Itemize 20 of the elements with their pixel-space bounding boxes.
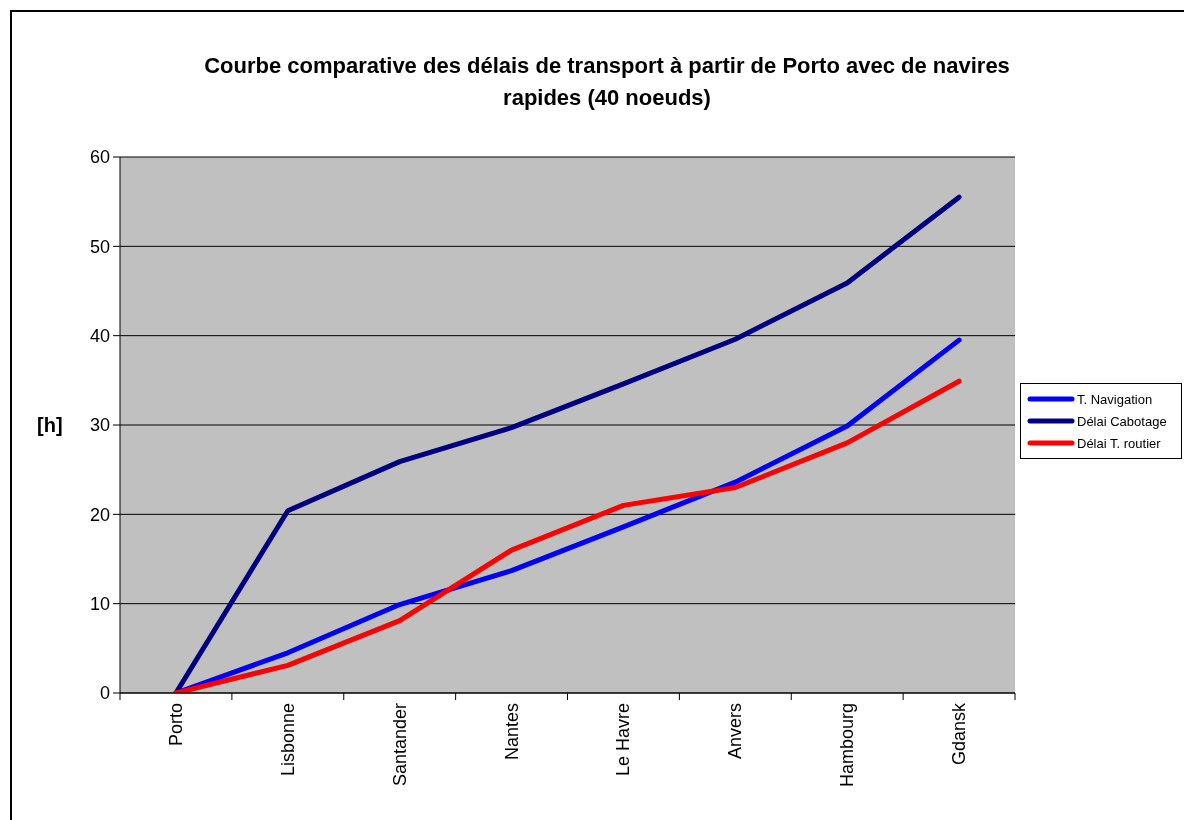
legend-label: T. Navigation <box>1076 391 1153 407</box>
x-tick-label: Santander <box>389 703 410 787</box>
x-tick-label: Hambourg <box>837 703 858 788</box>
chart-title: Courbe comparative des délais de transport à partir de Porto avec de navires rapides (40 noeuds) <box>203 52 1011 112</box>
y-tick-label: 10 <box>89 594 110 615</box>
x-tick-label: Le Havre <box>613 703 634 777</box>
y-tick-label: 20 <box>89 504 110 525</box>
legend-label: Délai T. routier <box>1076 435 1161 451</box>
legend-label: Délai Cabotage <box>1076 413 1167 429</box>
y-tick-label: 30 <box>89 415 110 436</box>
y-tick-label: 50 <box>89 236 110 257</box>
y-tick-label: 60 <box>89 147 110 168</box>
y-axis-title: [h] <box>37 414 63 437</box>
x-tick-label: Anvers <box>725 703 746 760</box>
x-tick-label: Gdansk <box>949 702 970 766</box>
x-tick-label: Nantes <box>501 703 522 761</box>
x-tick-label: Porto <box>165 703 186 747</box>
y-tick-label: 40 <box>89 326 110 347</box>
y-tick-label: 0 <box>99 683 110 704</box>
x-tick-label: Lisbonne <box>277 703 298 777</box>
